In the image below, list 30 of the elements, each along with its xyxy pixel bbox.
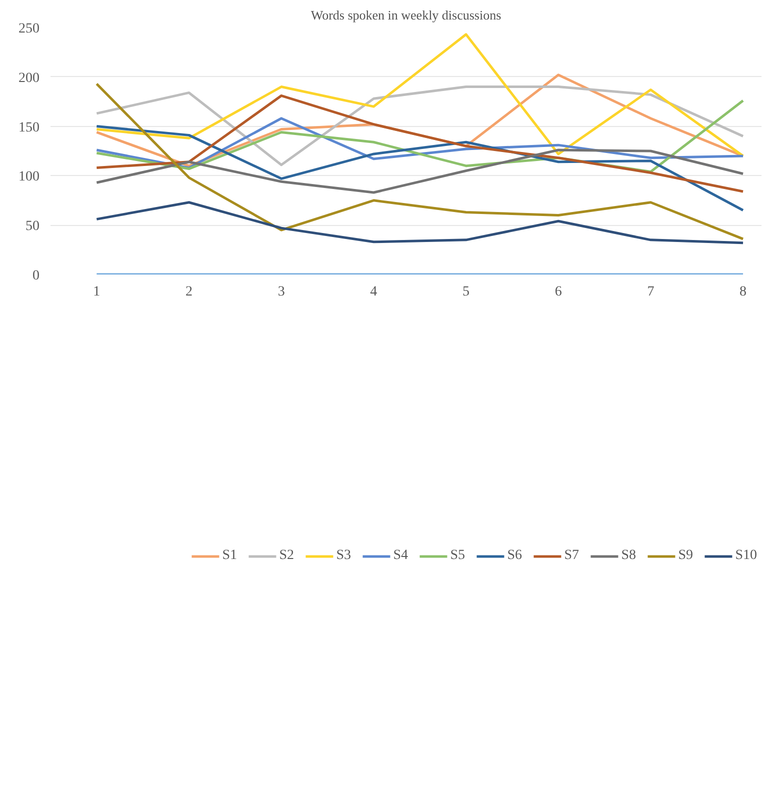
y-tick-label: 250 — [18, 22, 40, 36]
line-series — [95, 94, 744, 193]
legend-label: S2 — [279, 548, 295, 564]
line-series — [95, 33, 744, 158]
x-tick-label: 3 — [278, 284, 285, 300]
x-tick-label: 7 — [647, 284, 654, 300]
x-tick-label: 4 — [370, 284, 378, 300]
y-tick-label: 200 — [18, 70, 40, 86]
legend-label: S1 — [222, 548, 238, 564]
legend-label: S10 — [735, 548, 757, 564]
x-tick-label: 5 — [462, 284, 470, 300]
x-tick-label: 6 — [554, 284, 562, 300]
legend-label: S5 — [450, 548, 466, 564]
x-tick-label: 2 — [186, 284, 193, 300]
x-tick-label: 8 — [740, 284, 747, 300]
legend-label: S8 — [621, 548, 637, 564]
x-tick-label: 1 — [93, 284, 100, 300]
y-tick-label: 100 — [18, 170, 40, 185]
legend-label: S9 — [678, 548, 694, 564]
line-series — [95, 82, 744, 240]
legend-label: S6 — [507, 548, 523, 564]
chart-title: Words spoken in weekly discussions — [310, 8, 502, 22]
line-series — [95, 148, 744, 194]
y-tick-label: 0 — [32, 268, 40, 284]
y-tick-label: 50 — [26, 219, 40, 234]
legend-label: S4 — [393, 548, 409, 564]
y-tick-label: 150 — [18, 120, 40, 136]
legend-label: S3 — [336, 548, 352, 564]
legend-label: S7 — [564, 548, 580, 564]
line-series — [95, 201, 744, 244]
